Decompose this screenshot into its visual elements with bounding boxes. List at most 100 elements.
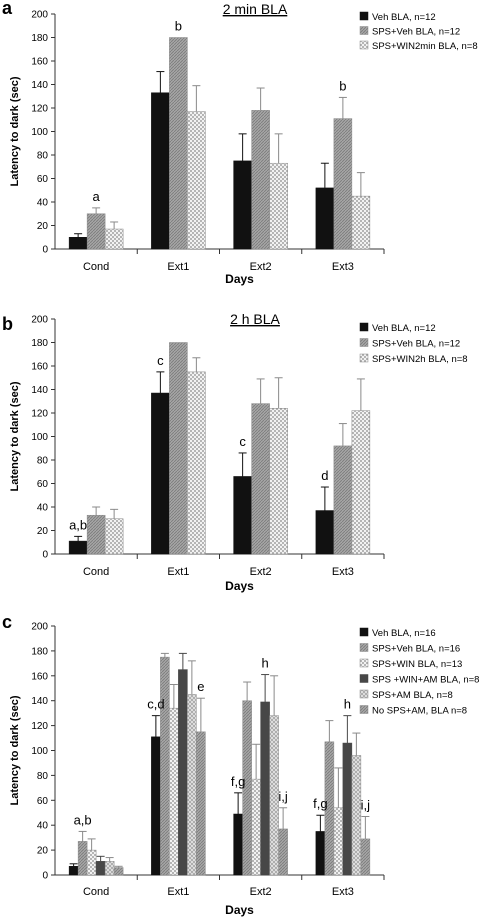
- legend-label: SPS +WIN+AM BLA, n=8: [372, 675, 479, 686]
- annotation: i,j: [361, 797, 371, 812]
- bar-b-0-0: [68, 540, 88, 555]
- y-tick-label: 180: [31, 646, 48, 657]
- x-tick-label: Ext1: [167, 566, 189, 578]
- x-axis-label: Days: [225, 903, 254, 917]
- annotation: c: [157, 353, 164, 368]
- bar-c-3-3: [342, 742, 353, 876]
- x-tick-label: Ext2: [250, 261, 272, 273]
- x-axis-label: Days: [225, 579, 254, 593]
- legend-label: SPS+Veh BLA, n=16: [372, 644, 460, 655]
- bar-b-1-0: [86, 514, 106, 555]
- y-tick-label: 200: [31, 10, 48, 21]
- legend-swatch: [359, 11, 369, 21]
- y-tick-label: 0: [42, 245, 48, 256]
- legend-swatch: [359, 658, 369, 668]
- bar-c-5-2: [278, 828, 288, 876]
- y-tick-label: 60: [37, 796, 49, 807]
- bar-c-1-1: [160, 656, 170, 876]
- legend-swatch: [359, 40, 369, 50]
- y-axis-label: Latency to dark (sec): [9, 381, 21, 491]
- y-tick-label: 160: [31, 362, 48, 373]
- y-tick-label: 200: [31, 622, 48, 633]
- legend-label: Veh BLA, n=12: [372, 12, 436, 23]
- bar-a-2-3: [351, 195, 371, 250]
- bar-c-3-2: [260, 701, 270, 876]
- annotation: c: [239, 434, 246, 449]
- bar-c-3-1: [178, 669, 188, 876]
- bar-a-2-2: [269, 162, 288, 250]
- y-tick-label: 100: [31, 127, 48, 138]
- bar-c-0-2: [233, 813, 243, 876]
- bar-a-2-0: [104, 228, 124, 250]
- y-tick-label: 120: [31, 104, 48, 115]
- y-tick-label: 200: [31, 315, 48, 326]
- legend-swatch: [359, 353, 369, 363]
- bar-a-2-1: [187, 111, 206, 250]
- x-tick-label: Ext1: [167, 261, 189, 273]
- bar-a-0-1: [151, 92, 170, 250]
- annotation: a,b: [74, 812, 92, 827]
- panel-a: a 0 20 40 60 80 100 120 140 160 180 200 Latency to d…: [2, 0, 478, 286]
- bar-a-0-2: [233, 160, 252, 250]
- y-tick-label: 120: [31, 409, 48, 420]
- annotation: h: [344, 697, 351, 712]
- y-tick-label: 180: [31, 33, 48, 44]
- bar-c-2-3: [333, 807, 344, 876]
- legend-swatch: [359, 689, 369, 699]
- y-tick-label: 160: [31, 671, 48, 682]
- y-tick-label: 20: [37, 526, 49, 537]
- panel-letter: b: [2, 314, 13, 334]
- x-axis-label: Days: [225, 272, 254, 286]
- legend-swatch: [359, 322, 369, 332]
- x-tick-label: Ext2: [250, 886, 272, 898]
- y-axis-label: Latency to dark (sec): [9, 76, 21, 186]
- annotation: d: [321, 468, 328, 483]
- legend-swatch: [359, 26, 369, 35]
- y-tick-label: 160: [31, 57, 48, 68]
- x-tick-label: Cond: [83, 566, 109, 578]
- annotation: b: [175, 19, 182, 34]
- bar-b-0-3: [315, 510, 335, 555]
- bar-a-0-3: [315, 187, 335, 250]
- bar-b-0-1: [151, 392, 170, 555]
- bar-c-1-0: [77, 841, 88, 876]
- bar-c-4-2: [269, 715, 279, 876]
- x-tick-label: Cond: [83, 261, 109, 273]
- y-tick-label: 100: [31, 746, 48, 757]
- panel-c: c 0 20 40 60 80 100 120 140 160 180 200 Latency to d…: [2, 612, 479, 917]
- y-tick-label: 80: [37, 456, 49, 467]
- bar-c-0-0: [68, 866, 79, 876]
- legend-swatch: [359, 705, 369, 714]
- y-tick-label: 80: [37, 151, 49, 162]
- bar-c-5-1: [196, 731, 206, 876]
- y-tick-label: 0: [42, 550, 48, 561]
- legend-swatch: [359, 643, 369, 652]
- y-tick-label: 100: [31, 432, 48, 443]
- legend-label: No SPS+AM, BLA n=8: [372, 706, 467, 717]
- legend-label: SPS+WIN2h BLA, n=8: [372, 354, 468, 365]
- y-tick-label: 0: [42, 871, 48, 882]
- legend-label: SPS+AM BLA, n=8: [372, 690, 453, 701]
- y-tick-label: 40: [37, 198, 49, 209]
- bar-a-1-0: [86, 213, 106, 250]
- annotation: a: [93, 189, 101, 204]
- y-tick-label: 80: [37, 771, 49, 782]
- panel-title: 2 h BLA: [230, 311, 280, 327]
- bar-c-5-0: [113, 867, 124, 876]
- annotation: a,b: [69, 517, 87, 532]
- annotation: h: [262, 656, 269, 671]
- bar-b-1-2: [251, 403, 270, 555]
- annotation: f,g: [231, 774, 245, 789]
- legend-label: SPS+WIN2min BLA, n=8: [372, 41, 478, 52]
- y-axis-label: Latency to dark (sec): [9, 695, 21, 805]
- y-tick-label: 20: [37, 846, 49, 857]
- bar-b-0-2: [233, 476, 252, 555]
- legend-label: SPS+Veh BLA, n=12: [372, 27, 460, 38]
- bar-c-2-0: [86, 849, 97, 876]
- y-tick-label: 40: [37, 503, 49, 514]
- y-tick-label: 20: [37, 221, 49, 232]
- y-tick-label: 40: [37, 821, 49, 832]
- legend-swatch: [359, 627, 369, 637]
- bar-c-4-1: [187, 694, 197, 876]
- x-tick-label: Cond: [83, 886, 109, 898]
